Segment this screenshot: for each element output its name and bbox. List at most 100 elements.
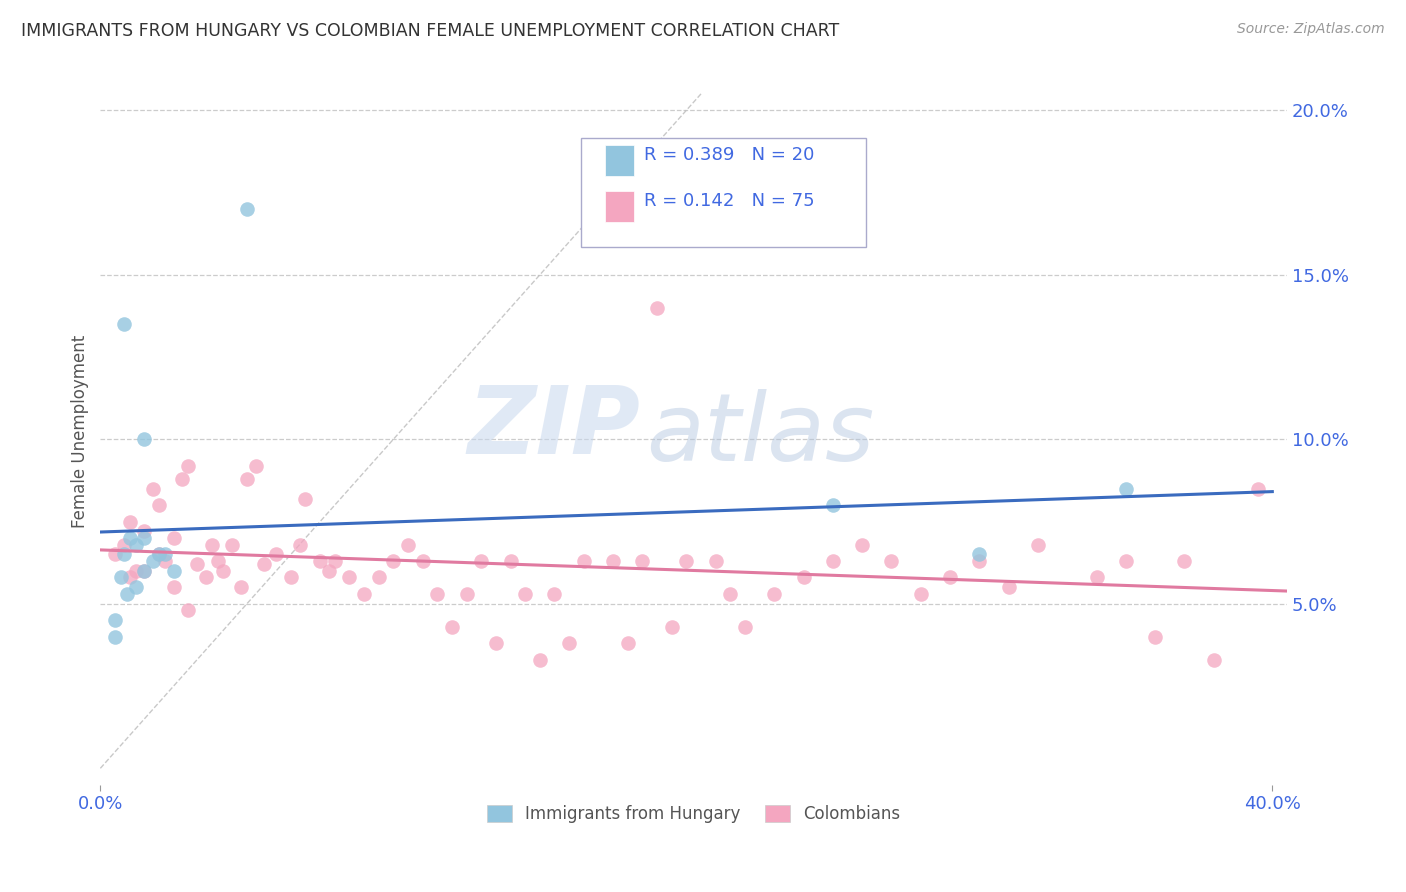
Point	[148, 498, 170, 512]
Legend: Immigrants from Hungary, Colombians: Immigrants from Hungary, Colombians	[479, 798, 907, 830]
Point	[118, 515, 141, 529]
Text: ZIP: ZIP	[467, 382, 640, 474]
Point	[162, 580, 184, 594]
Point	[201, 538, 224, 552]
Point	[969, 554, 991, 568]
Point	[115, 587, 138, 601]
Point	[353, 587, 375, 601]
Y-axis label: Female Unemployment: Female Unemployment	[72, 334, 89, 528]
FancyBboxPatch shape	[605, 145, 634, 177]
Point	[110, 570, 132, 584]
Point	[323, 554, 346, 568]
Point	[704, 554, 727, 568]
Point	[382, 554, 405, 568]
Point	[1173, 554, 1195, 568]
Point	[207, 554, 229, 568]
Point	[675, 554, 697, 568]
Point	[112, 317, 135, 331]
Point	[112, 538, 135, 552]
Point	[1115, 482, 1137, 496]
Point	[112, 548, 135, 562]
Point	[177, 603, 200, 617]
Point	[280, 570, 302, 584]
Point	[851, 538, 873, 552]
Point	[118, 570, 141, 584]
Point	[939, 570, 962, 584]
Point	[148, 548, 170, 562]
Point	[718, 587, 741, 601]
Text: atlas: atlas	[647, 389, 875, 480]
Point	[339, 570, 361, 584]
Point	[264, 548, 287, 562]
Point	[309, 554, 332, 568]
Point	[558, 636, 581, 650]
Point	[529, 653, 551, 667]
Point	[134, 433, 156, 447]
Point	[124, 564, 146, 578]
Point	[134, 524, 156, 539]
Point	[1246, 482, 1268, 496]
Point	[1115, 554, 1137, 568]
Point	[153, 548, 176, 562]
Point	[821, 498, 844, 512]
Point	[997, 580, 1019, 594]
Point	[318, 564, 340, 578]
Point	[142, 482, 165, 496]
Point	[412, 554, 434, 568]
Point	[499, 554, 522, 568]
Text: R = 0.142   N = 75: R = 0.142 N = 75	[644, 192, 814, 211]
Point	[485, 636, 508, 650]
Point	[162, 531, 184, 545]
Text: Source: ZipAtlas.com: Source: ZipAtlas.com	[1237, 22, 1385, 37]
Point	[134, 531, 156, 545]
Point	[543, 587, 565, 601]
Point	[172, 472, 194, 486]
Point	[142, 554, 165, 568]
Point	[229, 580, 252, 594]
Point	[969, 548, 991, 562]
Point	[645, 301, 668, 315]
Point	[734, 620, 756, 634]
Point	[186, 558, 208, 572]
Point	[616, 636, 638, 650]
Point	[456, 587, 478, 601]
Text: IMMIGRANTS FROM HUNGARY VS COLOMBIAN FEMALE UNEMPLOYMENT CORRELATION CHART: IMMIGRANTS FROM HUNGARY VS COLOMBIAN FEM…	[21, 22, 839, 40]
FancyBboxPatch shape	[581, 137, 866, 247]
Point	[821, 554, 844, 568]
Point	[236, 472, 259, 486]
Point	[396, 538, 419, 552]
Point	[104, 613, 127, 627]
Point	[1202, 653, 1225, 667]
Point	[245, 458, 267, 473]
Point	[104, 548, 127, 562]
Point	[221, 538, 243, 552]
Point	[236, 202, 259, 216]
Point	[124, 538, 146, 552]
Text: R = 0.389   N = 20: R = 0.389 N = 20	[644, 146, 814, 164]
Point	[792, 570, 814, 584]
Point	[426, 587, 449, 601]
Point	[253, 558, 276, 572]
Point	[134, 564, 156, 578]
Point	[631, 554, 654, 568]
Point	[515, 587, 537, 601]
Point	[162, 564, 184, 578]
Point	[148, 548, 170, 562]
Point	[134, 564, 156, 578]
Point	[602, 554, 624, 568]
Point	[1144, 630, 1167, 644]
Point	[118, 531, 141, 545]
Point	[124, 580, 146, 594]
Point	[440, 620, 463, 634]
Point	[1085, 570, 1108, 584]
Point	[177, 458, 200, 473]
Point	[572, 554, 595, 568]
Point	[194, 570, 217, 584]
Point	[367, 570, 389, 584]
Point	[470, 554, 492, 568]
Point	[661, 620, 683, 634]
Point	[763, 587, 786, 601]
Point	[153, 554, 176, 568]
Point	[212, 564, 235, 578]
Point	[288, 538, 311, 552]
